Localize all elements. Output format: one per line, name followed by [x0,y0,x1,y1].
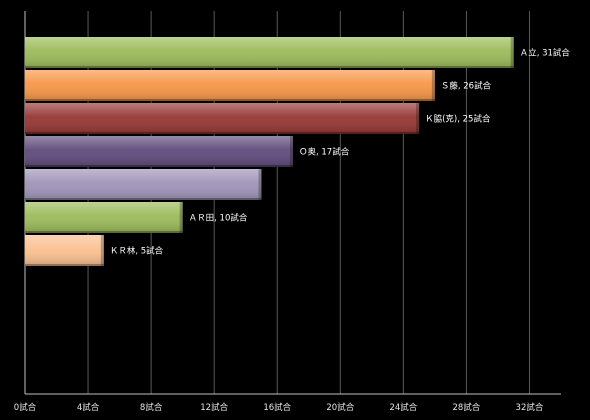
x-tick-label: 0試合 [14,402,37,413]
bar-group: Ａ立, 31試合 [25,37,570,68]
bar-bottom-edge [25,132,420,134]
x-tick-label: 8試合 [140,402,163,413]
data-label: ＫＲ林, 5試合 [110,246,164,257]
bar-shine [25,70,435,101]
bar-edge [258,169,262,200]
bar-edge [431,70,435,101]
bars: Ａ立, 31試合 Ｓ藤, 26試合 Ｋ脇(克), 25試合 Ｏ奥, 17試合 ＡＲ田, … [25,37,570,266]
bar-shine [25,103,420,134]
bar-group [25,169,262,200]
bar-bottom-edge [25,198,262,200]
data-label: Ａ立, 31試合 [520,48,571,59]
bar-edge [416,103,420,134]
bar-bottom-edge [25,66,514,68]
data-label: ＡＲ田, 10試合 [189,213,248,224]
bar-bottom-edge [25,99,435,101]
bar-shine [25,169,262,200]
bar-group: ＡＲ田, 10試合 [25,202,248,233]
x-tick-label: 16試合 [263,402,291,413]
bar-group: Ｓ藤, 26試合 [25,70,492,101]
bar-group: ＫＲ林, 5試合 [25,235,164,266]
bar-bottom-edge [25,264,104,266]
bar-edge [510,37,514,68]
data-label: Ｋ脇(克), 25試合 [425,114,491,125]
bar-group: Ｏ奥, 17試合 [25,136,350,167]
bar-edge [290,136,293,167]
x-tick-label: 32試合 [516,402,544,413]
x-tick-label: 4試合 [77,402,100,413]
bar-bottom-edge [25,231,183,233]
bar-shine [25,235,104,266]
data-label: Ｏ奥, 17試合 [299,147,350,158]
x-tick-label: 28試合 [452,402,480,413]
data-label: Ｓ藤, 26試合 [441,81,492,92]
x-tick-label: 24試合 [389,402,417,413]
bar-shine [25,136,293,167]
bar-edge [100,235,104,266]
bar-edge [179,202,183,233]
bar-bottom-edge [25,165,293,167]
bar-shine [25,202,183,233]
x-tick-label: 20試合 [326,402,354,413]
bar-group: Ｋ脇(克), 25試合 [25,103,491,134]
x-axis: 0試合 4試合 8試合 12試合 16試合 20試合 24試合 28試合 32試合 [14,393,561,413]
x-tick-label: 12試合 [200,402,228,413]
bar-shine [25,37,514,68]
